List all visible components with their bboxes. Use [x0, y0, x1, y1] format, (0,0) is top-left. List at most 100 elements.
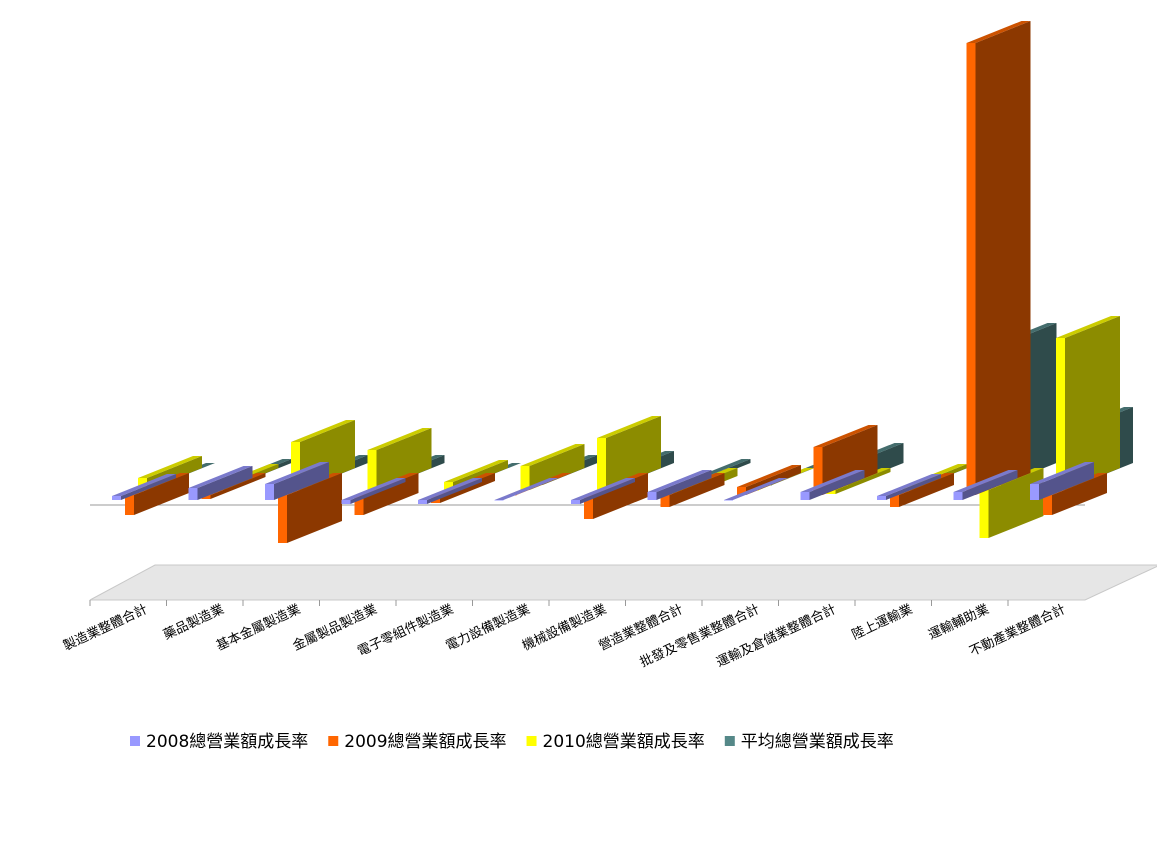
bar-front — [112, 496, 121, 500]
bar — [800, 470, 865, 500]
bar-front — [877, 496, 886, 500]
bar — [966, 21, 1031, 495]
x-tick-label: 基本金屬製造業 — [214, 601, 303, 654]
bar-front — [966, 43, 976, 495]
bar-side — [350, 478, 406, 504]
bar-side — [809, 470, 865, 500]
bar-front — [341, 500, 351, 504]
bar-top — [813, 425, 878, 447]
x-tick-label: 藥品製造業 — [161, 601, 227, 643]
legend-swatch — [724, 736, 735, 746]
bar-side — [197, 466, 253, 500]
bar — [597, 416, 661, 490]
bar-side — [427, 478, 482, 504]
bar — [1056, 316, 1120, 490]
bar-top — [724, 478, 788, 500]
bar-top — [188, 466, 253, 488]
bar-side — [580, 478, 635, 504]
legend-label: 2008總營業額成長率 — [146, 732, 308, 752]
bar-side — [287, 473, 342, 543]
x-tick-label: 製造業整體合計 — [61, 601, 150, 654]
bar — [953, 470, 1018, 500]
bar — [265, 462, 329, 500]
bar-top — [953, 470, 1018, 492]
bar-side — [1039, 462, 1094, 500]
x-tick-label: 電力設備製造業 — [443, 601, 532, 654]
bar-side — [376, 428, 432, 490]
bar-top — [597, 416, 661, 438]
bar — [520, 444, 585, 490]
bar-front — [188, 488, 198, 500]
bar-side — [121, 474, 176, 500]
floor — [89, 564, 1157, 601]
bar-side — [975, 21, 1031, 495]
legend-label: 2010總營業額成長率 — [543, 732, 705, 752]
bar-side — [988, 468, 1044, 538]
bar-front — [125, 495, 134, 515]
bar-top — [877, 474, 941, 496]
bar-front — [265, 484, 274, 500]
bar-top — [138, 456, 202, 478]
bar-front — [571, 500, 580, 504]
bar — [737, 465, 801, 495]
bar-side — [886, 474, 941, 500]
bar-front — [660, 495, 670, 507]
bar — [112, 474, 176, 500]
bar-front — [826, 490, 836, 494]
bar-top — [367, 428, 432, 450]
bar-front — [737, 487, 746, 495]
bar-side — [1065, 316, 1120, 490]
bar-front — [278, 495, 287, 543]
bar-side — [274, 462, 329, 500]
legend-label: 平均總營業額成長率 — [741, 732, 894, 752]
bar-side — [1052, 473, 1107, 515]
bar-top — [966, 21, 1031, 43]
bar-side — [606, 416, 661, 490]
bar — [877, 474, 941, 500]
bar-front — [291, 442, 300, 490]
legend-label: 2009總營業額成長率 — [344, 732, 506, 752]
bar-top — [265, 462, 329, 484]
bar-top — [647, 470, 712, 492]
bar-side — [134, 473, 189, 515]
bar-top — [737, 465, 801, 487]
bar-side — [656, 470, 712, 500]
bar-front — [520, 466, 530, 490]
x-tick-label: 運輸及倉儲業整體合計 — [714, 601, 839, 670]
x-tick-label: 陸上運輸業 — [849, 601, 915, 643]
bar-front — [418, 500, 427, 504]
bar-top — [1056, 316, 1120, 338]
legend-swatch — [130, 736, 140, 746]
x-tick-label: 運輸輔助業 — [926, 601, 992, 643]
bar-front — [647, 492, 657, 500]
bar-side — [363, 473, 419, 515]
bar-top — [571, 478, 635, 500]
bar — [647, 470, 712, 500]
x-labels: 製造業整體合計 藥品製造業基本金屬製造業金屬製品製造業電子零組件製造業電力設備製造… — [61, 600, 1068, 671]
bar-front — [800, 492, 810, 500]
bar — [494, 478, 559, 501]
bar-top — [494, 478, 559, 500]
bar-front — [1056, 338, 1065, 490]
bar — [1030, 462, 1094, 500]
x-tick-label: 機械設備製造業 — [520, 601, 609, 654]
bar-top — [112, 474, 176, 496]
bar-top — [418, 478, 482, 500]
bar-side — [210, 473, 266, 499]
bar-front — [953, 492, 963, 500]
legend: 2008總營業額成長率 2009總營業額成長率 2010總營業額成長率 平均總營業額成… — [130, 732, 894, 752]
bar-top — [520, 444, 585, 466]
legend-swatch — [526, 736, 537, 746]
bar — [571, 478, 635, 504]
bar-front — [494, 500, 504, 501]
bar-front — [1043, 495, 1052, 515]
bar — [341, 478, 406, 504]
bar-top — [444, 460, 508, 482]
bar-side — [593, 473, 648, 519]
bar-front — [724, 500, 733, 501]
bar-top — [291, 420, 355, 442]
bar-top — [800, 470, 865, 492]
plot — [112, 21, 1133, 543]
bar-front — [584, 495, 593, 519]
